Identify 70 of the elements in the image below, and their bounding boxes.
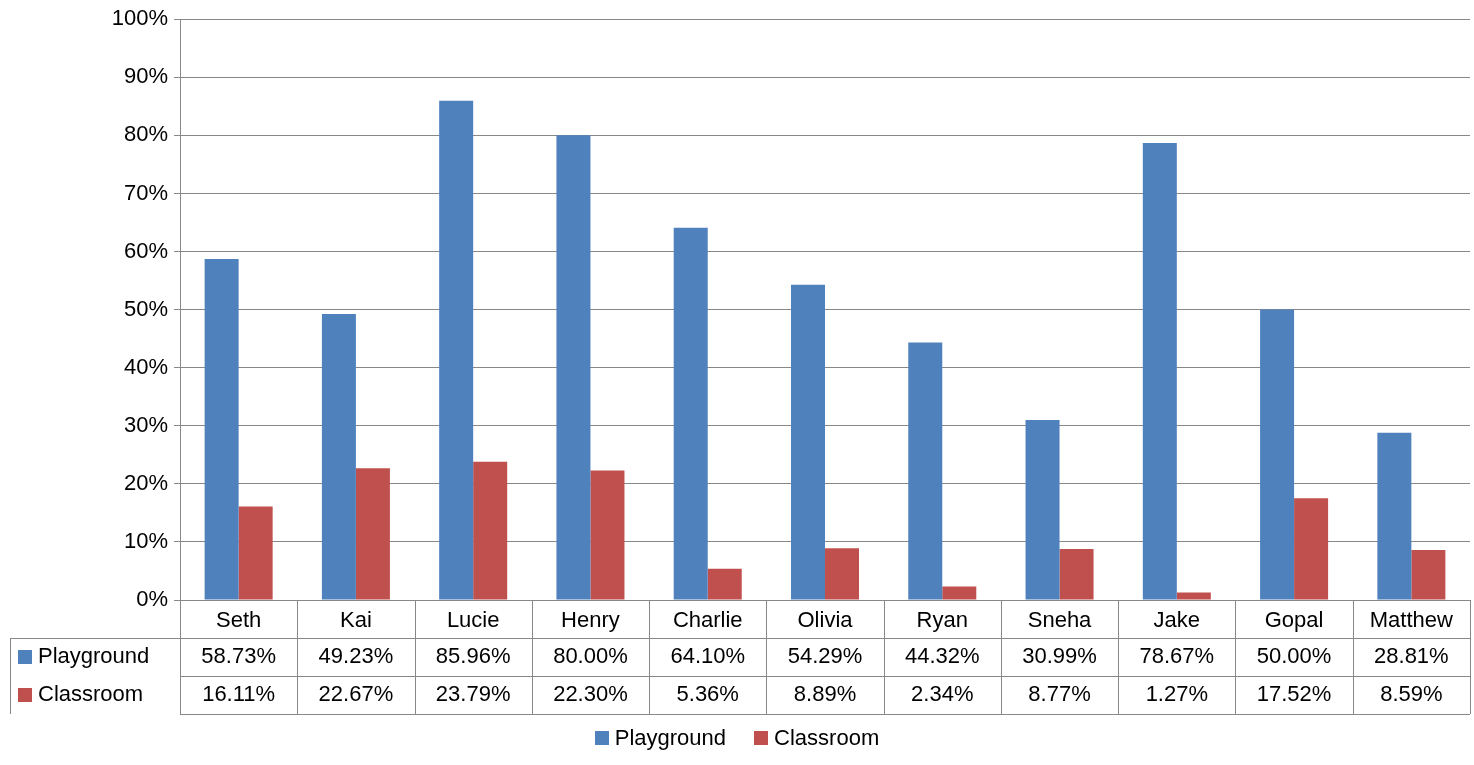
data-label: 5.36% [676, 681, 739, 707]
y-tick-label: 0% [136, 586, 168, 612]
bar [707, 568, 742, 600]
x-tick-label: Sneha [1027, 607, 1093, 633]
data-label: 78.67% [1139, 643, 1215, 669]
bar [1294, 498, 1329, 600]
bar [1411, 550, 1446, 600]
data-label: 30.99% [1022, 643, 1097, 669]
data-label: 8.77% [1028, 681, 1091, 707]
y-tick-label: 30% [123, 411, 168, 437]
data-label: 1.27% [1145, 681, 1209, 707]
data-label: 16.11% [202, 681, 276, 707]
y-tick-label: 60% [123, 237, 168, 263]
x-tick-label: Henry [561, 607, 620, 633]
data-label: 50.00% [1256, 643, 1332, 669]
data-label: 28.81% [1374, 643, 1449, 669]
data-label: 44.32% [904, 643, 980, 669]
bar [590, 470, 625, 600]
bar [790, 284, 825, 600]
x-tick-label: Lucie [446, 607, 500, 633]
x-tick-label: Kai [340, 607, 372, 633]
x-tick-label: Ryan [916, 607, 968, 633]
text: Playground [614, 725, 727, 750]
bar [439, 100, 474, 600]
bar [204, 258, 239, 600]
y-tick-label: 20% [123, 469, 168, 495]
bar [556, 135, 591, 600]
y-tick-label: 40% [123, 353, 168, 379]
data-label: 80.00% [553, 643, 628, 669]
bar [825, 548, 860, 600]
y-tick-label: 70% [123, 179, 168, 205]
bar [238, 506, 273, 600]
legend-label: Playground [38, 643, 150, 669]
x-tick-label: Jake [1153, 607, 1201, 633]
data-label: 85.96% [435, 643, 511, 669]
y-tick-label: 90% [123, 63, 168, 89]
bar [1176, 592, 1211, 600]
data-label: 64.10% [670, 643, 746, 669]
data-label: 23.79% [435, 681, 511, 707]
data-label: 17.52% [1256, 681, 1332, 707]
x-tick-label: Seth [216, 607, 262, 633]
x-tick-label: Gopal [1264, 607, 1324, 633]
data-label: 22.67% [318, 681, 394, 707]
y-tick-label: 100% [111, 5, 168, 31]
text: Classroom [38, 681, 144, 707]
bar [942, 586, 977, 600]
bar [908, 342, 943, 600]
legend-label: Classroom [774, 725, 880, 751]
bar [355, 468, 390, 600]
data-label: 54.29% [787, 643, 863, 669]
data-label: 8.89% [793, 681, 857, 707]
bar [1025, 420, 1060, 600]
data-label: 8.59% [1380, 681, 1443, 707]
bar [1059, 549, 1094, 600]
data-label: 2.34% [911, 681, 974, 707]
bar [1260, 309, 1295, 600]
bar [673, 227, 708, 600]
x-tick-label: Olivia [797, 607, 854, 633]
x-tick-label: Matthew [1369, 607, 1454, 633]
y-tick-label: 10% [123, 527, 168, 553]
x-tick-label: Charlie [672, 607, 743, 633]
bar [473, 461, 508, 600]
data-label: 58.73% [201, 643, 276, 669]
data-label: 49.23% [318, 643, 394, 669]
bar [321, 314, 356, 600]
y-tick-label: 50% [123, 295, 168, 321]
data-label: 22.30% [553, 681, 628, 707]
y-tick-label: 80% [123, 121, 168, 147]
bar [1377, 432, 1412, 600]
bar [1142, 143, 1177, 600]
